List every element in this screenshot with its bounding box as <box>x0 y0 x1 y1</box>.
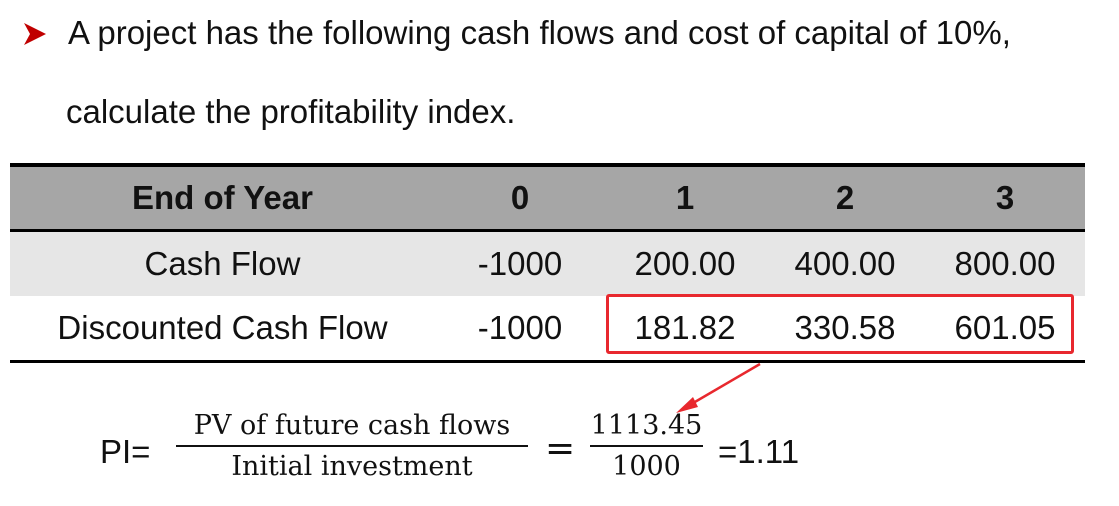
question-line-2: calculate the profitability index. <box>66 93 516 130</box>
table-row-discounted-cash-flow: Discounted Cash Flow -1000 181.82 330.58… <box>10 296 1085 363</box>
question-line-1: A project has the following cash flows a… <box>22 16 1011 49</box>
pi-formula: PI= PV of future cash flows Initial inve… <box>0 410 1119 500</box>
row-label: Discounted Cash Flow <box>10 296 435 363</box>
header-year-3: 3 <box>925 163 1085 232</box>
fraction-bar <box>176 445 528 447</box>
table-cell: 200.00 <box>634 245 736 282</box>
table-header-row: End of Year 0 1 2 3 <box>10 163 1085 232</box>
table-cell: 330.58 <box>765 296 925 363</box>
row-label: Cash Flow <box>144 245 301 282</box>
table-row-cash-flow: Cash Flow -1000 200.00 400.00 800.00 <box>10 230 1085 296</box>
header-year-0: 0 <box>435 163 605 232</box>
table-cell: 400.00 <box>794 245 896 282</box>
equals-sign: = <box>545 428 576 469</box>
fraction-definition: PV of future cash flows Initial investme… <box>176 410 528 482</box>
header-end-of-year: End of Year <box>10 163 435 232</box>
header-year-2: 2 <box>765 163 925 232</box>
fraction-denominator-value: 1000 <box>612 451 681 482</box>
table-cell: -1000 <box>477 245 563 282</box>
fraction-denominator: Initial investment <box>231 451 473 482</box>
fraction-values: 1113.45 1000 <box>590 410 703 482</box>
fraction-bar <box>590 445 703 447</box>
table-cell: -1000 <box>435 296 605 363</box>
question-text-1: A project has the following cash flows a… <box>68 14 1011 51</box>
fraction-numerator-value: 1113.45 <box>590 410 703 441</box>
table-cell: 800.00 <box>954 245 1056 282</box>
header-year-1: 1 <box>605 163 765 232</box>
pi-result: =1.11 <box>718 433 800 470</box>
table-cell: 181.82 <box>605 296 765 363</box>
table-cell: 601.05 <box>925 296 1085 363</box>
fraction-numerator: PV of future cash flows <box>193 410 511 441</box>
pi-label: PI= <box>100 433 151 470</box>
cash-flow-table: End of Year 0 1 2 3 Cash Flow -1000 200.… <box>10 163 1085 363</box>
arrow-right-icon <box>24 23 46 45</box>
